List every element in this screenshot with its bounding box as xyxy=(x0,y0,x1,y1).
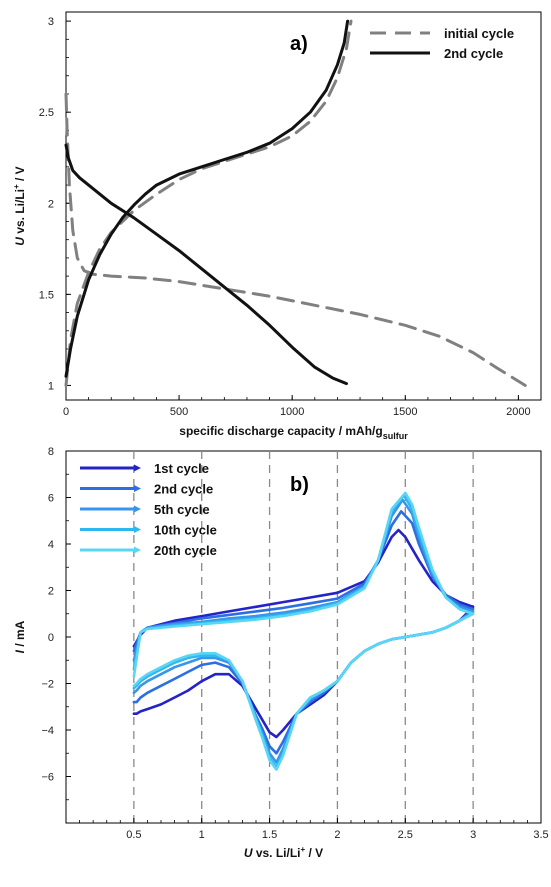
legend-arrow xyxy=(134,485,141,492)
legend-label: 10th cycle xyxy=(154,523,217,538)
y-axis-title: I / mA xyxy=(13,620,27,653)
x-tick-label: 3 xyxy=(470,829,476,841)
y-axis-title: U vs. Li/Li+ / V xyxy=(12,166,27,245)
y-tick-label: 2.5 xyxy=(39,107,54,119)
y-tick-label: 8 xyxy=(48,446,54,458)
series-line-charge xyxy=(64,19,353,387)
x-tick-label: 2 xyxy=(334,829,340,841)
x-tick-label: 0 xyxy=(63,406,69,418)
panel-a: 0 500 1000 1500 2000 1 1.5 2 2.5 3 initial cycle 2n… xyxy=(12,11,542,441)
y-tick-label: −4 xyxy=(41,725,54,737)
y-tick-label: 1 xyxy=(48,380,54,392)
x-tick-label: 2.5 xyxy=(398,829,413,841)
x-tick-label: 0.5 xyxy=(126,829,141,841)
x-tick-label: 3.5 xyxy=(533,829,548,841)
y-tick-label: −2 xyxy=(41,679,54,691)
x-tick-label: 1500 xyxy=(393,406,417,418)
series-line-discharge xyxy=(64,92,527,387)
panel-label: a) xyxy=(290,33,308,55)
legend-label: initial cycle xyxy=(444,26,514,41)
x-axis-title: U vs. Li/Li+ / V xyxy=(244,845,323,860)
legend-arrow xyxy=(134,464,141,472)
x-tick-label: 1 xyxy=(199,829,205,841)
y-tick-label: 1.5 xyxy=(39,289,54,301)
x-tick-label: 2000 xyxy=(506,406,530,418)
legend-arrow xyxy=(134,546,141,554)
x-tick-label: 1.5 xyxy=(262,829,277,841)
y-tick-label: 2 xyxy=(48,586,54,598)
y-tick-label: −6 xyxy=(41,772,54,784)
panel-label: b) xyxy=(290,474,309,496)
series-initial-cycle xyxy=(64,19,527,387)
legend-label: 2nd cycle xyxy=(154,482,213,497)
legend-arrow xyxy=(134,526,141,533)
series-line xyxy=(132,491,475,771)
y-tick-label: 4 xyxy=(48,539,54,551)
series-line-discharge xyxy=(64,143,348,386)
plot-frame xyxy=(65,450,542,824)
panel-b: 0.5 1 1.5 2 2.5 3 3.5 −6 −4 −2 0 2 4 6 8 1st cycle 2nd c… xyxy=(13,446,549,860)
y-tick-label: 2 xyxy=(48,198,54,210)
legend-arrow xyxy=(134,505,141,513)
x-tick-label: 1000 xyxy=(280,406,304,418)
series-20th-cycle xyxy=(132,491,475,771)
legend-label: 1st cycle xyxy=(154,461,209,476)
plot-frame xyxy=(65,11,542,401)
legend-label: 5th cycle xyxy=(154,502,210,517)
y-tick-label: 0 xyxy=(48,632,54,644)
x-tick-label: 500 xyxy=(170,406,188,418)
legend-label: 20th cycle xyxy=(154,543,217,558)
legend-label: 2nd cycle xyxy=(444,46,503,61)
series-line-charge xyxy=(64,19,350,378)
y-tick-label: 6 xyxy=(48,493,54,505)
x-axis-title: specific discharge capacity / mAh/gsulfu… xyxy=(179,424,408,441)
series-2nd-cycle xyxy=(64,19,350,386)
y-tick-label: 3 xyxy=(48,16,54,28)
